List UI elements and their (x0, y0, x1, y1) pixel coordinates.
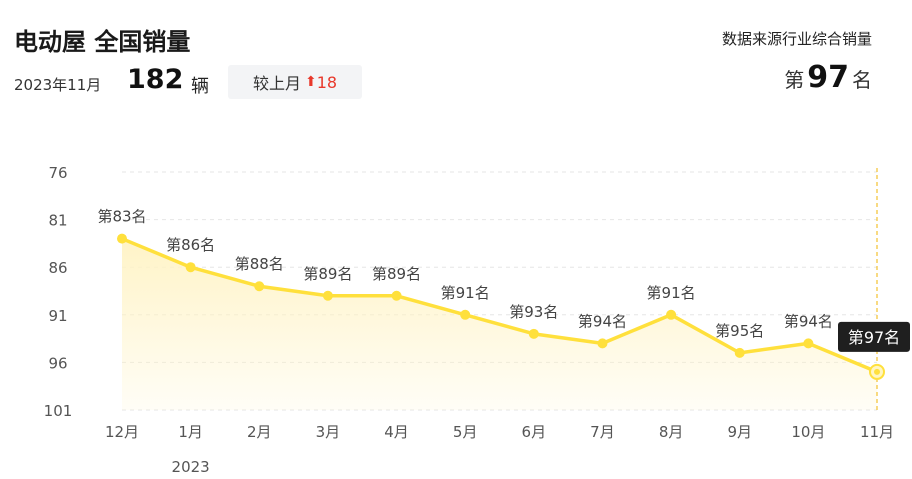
x-tick-label: 5月 (453, 423, 478, 441)
data-point (803, 338, 814, 349)
up-arrow-icon: ⬆ (304, 74, 317, 90)
data-point (666, 309, 677, 320)
report-month: 2023年11月 (14, 76, 102, 94)
x-tick-label: 2月 (247, 423, 272, 441)
x-tick-label: 6月 (522, 423, 547, 441)
compare-delta: 18 (316, 72, 338, 92)
data-label: 第91名 (441, 284, 490, 302)
rank-display: 第 97 名 (784, 60, 872, 95)
x-tick-label: 4月 (384, 423, 409, 441)
y-tick-label: 96 (48, 354, 67, 372)
data-source-note: 数据来源行业综合销量 (721, 30, 872, 48)
data-label: 第94名 (784, 312, 833, 330)
y-tick-label: 91 (48, 307, 67, 325)
data-point (185, 262, 196, 273)
rank-prefix: 第 (784, 68, 805, 92)
y-tick-label: 101 (44, 402, 73, 420)
data-point (734, 347, 745, 358)
sales-unit: 辆 (191, 76, 209, 97)
tooltip-label: 第97名 (848, 328, 900, 347)
data-point (322, 290, 333, 301)
tooltip-box (838, 321, 910, 352)
series-line (121, 237, 878, 374)
data-label: 第83名 (97, 208, 146, 226)
compare-label: 较上月 (252, 74, 301, 93)
data-label: 第89名 (303, 265, 352, 283)
data-point (254, 281, 265, 292)
sales-value: 182 (127, 64, 184, 95)
x-tick-label: 3月 (316, 423, 341, 441)
y-tick-label: 76 (48, 164, 67, 182)
x-tick-label: 8月 (659, 423, 684, 441)
data-point (117, 233, 127, 244)
data-point (597, 338, 608, 349)
data-point (391, 290, 402, 301)
data-label: 第88名 (235, 255, 284, 273)
y-tick-label: 86 (48, 259, 67, 277)
data-label: 第93名 (509, 303, 558, 321)
x-tick-label: 7月 (590, 423, 615, 441)
x-tick-label: 12月 (105, 423, 139, 441)
x-year-label: 2023 (172, 458, 210, 476)
page-title: 电动屋 全国销量 (14, 28, 191, 56)
x-tick-label: 10月 (791, 423, 825, 441)
data-point (460, 309, 471, 320)
data-label: 第91名 (647, 284, 696, 302)
y-tick-label: 81 (48, 212, 67, 230)
x-tick-label: 9月 (727, 423, 752, 441)
data-point-core (874, 368, 880, 375)
data-label: 第94名 (578, 312, 627, 330)
data-label: 第86名 (166, 236, 215, 254)
month-over-month-badge: 较上月 ⬆ 18 (228, 65, 362, 99)
data-point (528, 328, 539, 339)
x-tick-label: 11月 (860, 423, 894, 441)
rank-suffix: 名 (852, 68, 872, 92)
x-tick-label: 1月 (178, 423, 203, 441)
rank-value: 97 (807, 60, 849, 95)
data-label: 第89名 (372, 265, 421, 283)
data-label: 第95名 (715, 322, 764, 340)
